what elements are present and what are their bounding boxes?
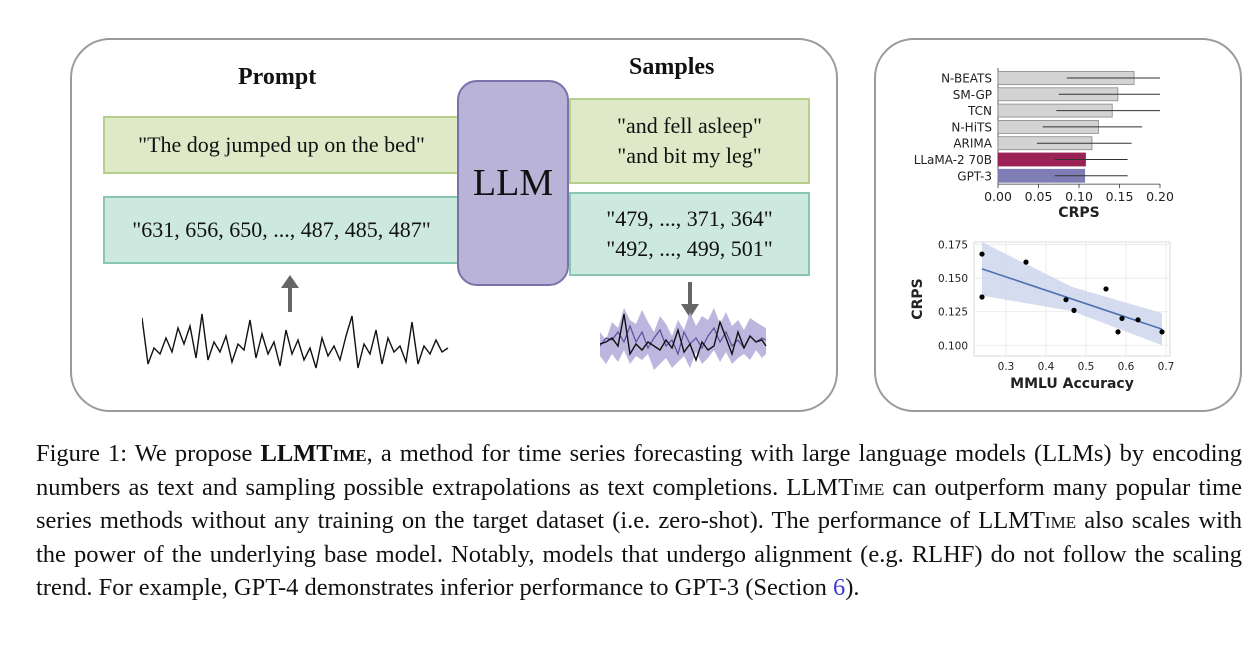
x-tick-label: 0.3 [998, 361, 1015, 373]
llm-block: LLM [457, 80, 569, 286]
results-charts: N-BEATS SM-GP TCN N-HiTS ARIMA LLaMA-2 70B GPT… [910, 68, 1174, 392]
method-name-3: LLMTime [978, 507, 1077, 534]
x-tick-label: 0.5 [1078, 361, 1095, 373]
bar-category-label: ARIMA [953, 137, 992, 151]
bar-category-label: N-BEATS [941, 72, 992, 86]
bar-category-label: GPT-3 [957, 169, 992, 183]
x-axis-title: CRPS [1058, 205, 1099, 221]
x-tick-label: 0.7 [1158, 361, 1175, 373]
bar-category-label: SM-GP [953, 88, 992, 102]
bar-category-label: TCN [967, 104, 992, 118]
bar-category-label: N-HiTS [951, 120, 992, 134]
y-tick-label: 0.175 [938, 240, 968, 252]
x-tick-label: 0.05 [1025, 189, 1053, 204]
data-point [1119, 315, 1125, 322]
data-point [1023, 259, 1029, 265]
input-time-series [142, 313, 449, 369]
caption-part3: also scales with the power of the underl… [36, 507, 1242, 601]
data-point [1115, 329, 1121, 335]
prompt-numbers-box: "631, 656, 650, ..., 487, 485, 487" [103, 196, 460, 264]
caption-part2: can outperform many popular time series … [36, 473, 1243, 535]
crps-bar-chart: N-BEATS SM-GP TCN N-HiTS ARIMA LLaMA-2 70B GPT… [914, 68, 1174, 221]
method-name-2: LLMTime [786, 473, 885, 501]
caption-part1: , a method for time series forecasting w… [36, 440, 1243, 501]
x-tick-label: 0.4 [1038, 361, 1055, 373]
bar-category-label: LLaMA-2 70B [914, 153, 992, 167]
confidence-band [982, 242, 1162, 346]
data-point [1063, 297, 1069, 303]
x-tick-label: 0.6 [1118, 361, 1135, 373]
x-tick-label: 0.20 [1146, 189, 1174, 204]
x-tick-label: 0.10 [1065, 189, 1093, 204]
data-point [1103, 286, 1109, 292]
y-tick-label: 0.100 [938, 340, 968, 352]
x-tick-label: 0.15 [1106, 189, 1134, 204]
forecast-samples-plot [600, 308, 767, 370]
caption-lead: Figure 1: We propose [36, 440, 261, 467]
prompt-heading: Prompt [238, 64, 317, 90]
section-reference-link[interactable]: 6 [832, 574, 846, 601]
data-point [1159, 329, 1165, 335]
crps-vs-mmlu-scatter: 0.3 0.4 0.5 0.6 0.7 0.100 0.125 0.150 0.175 MMLU … [910, 240, 1174, 392]
sample-numbers-box: "479, ..., 371, 364" "492, ..., 499, 501… [569, 192, 810, 276]
data-point [979, 251, 985, 257]
method-name: LLMTime [260, 440, 367, 467]
sample-text-box: "and fell asleep" "and bit my leg" [569, 98, 810, 184]
y-axis-title: CRPS [910, 278, 926, 319]
data-point [979, 294, 985, 300]
arrow-down-icon [681, 282, 699, 318]
x-tick-label: 0.00 [984, 189, 1012, 204]
x-axis-title: MMLU Accuracy [1010, 376, 1134, 392]
y-tick-label: 0.150 [938, 273, 968, 285]
figure-caption: Figure 1: We propose LLMTime, a method f… [36, 437, 1242, 605]
data-point [1135, 317, 1141, 323]
data-point [1071, 307, 1077, 313]
trend-line [981, 268, 1163, 330]
results-panel: N-BEATS SM-GP TCN N-HiTS ARIMA LLaMA-2 70B GPT… [874, 38, 1242, 412]
caption-part4: ). [845, 574, 860, 601]
prompt-text-box: "The dog jumped up on the bed" [103, 116, 460, 174]
method-diagram-panel: Prompt Samples "The dog jumped up on the… [70, 38, 838, 412]
arrow-up-icon [281, 275, 299, 312]
samples-heading: Samples [629, 54, 715, 80]
y-tick-label: 0.125 [938, 307, 968, 319]
